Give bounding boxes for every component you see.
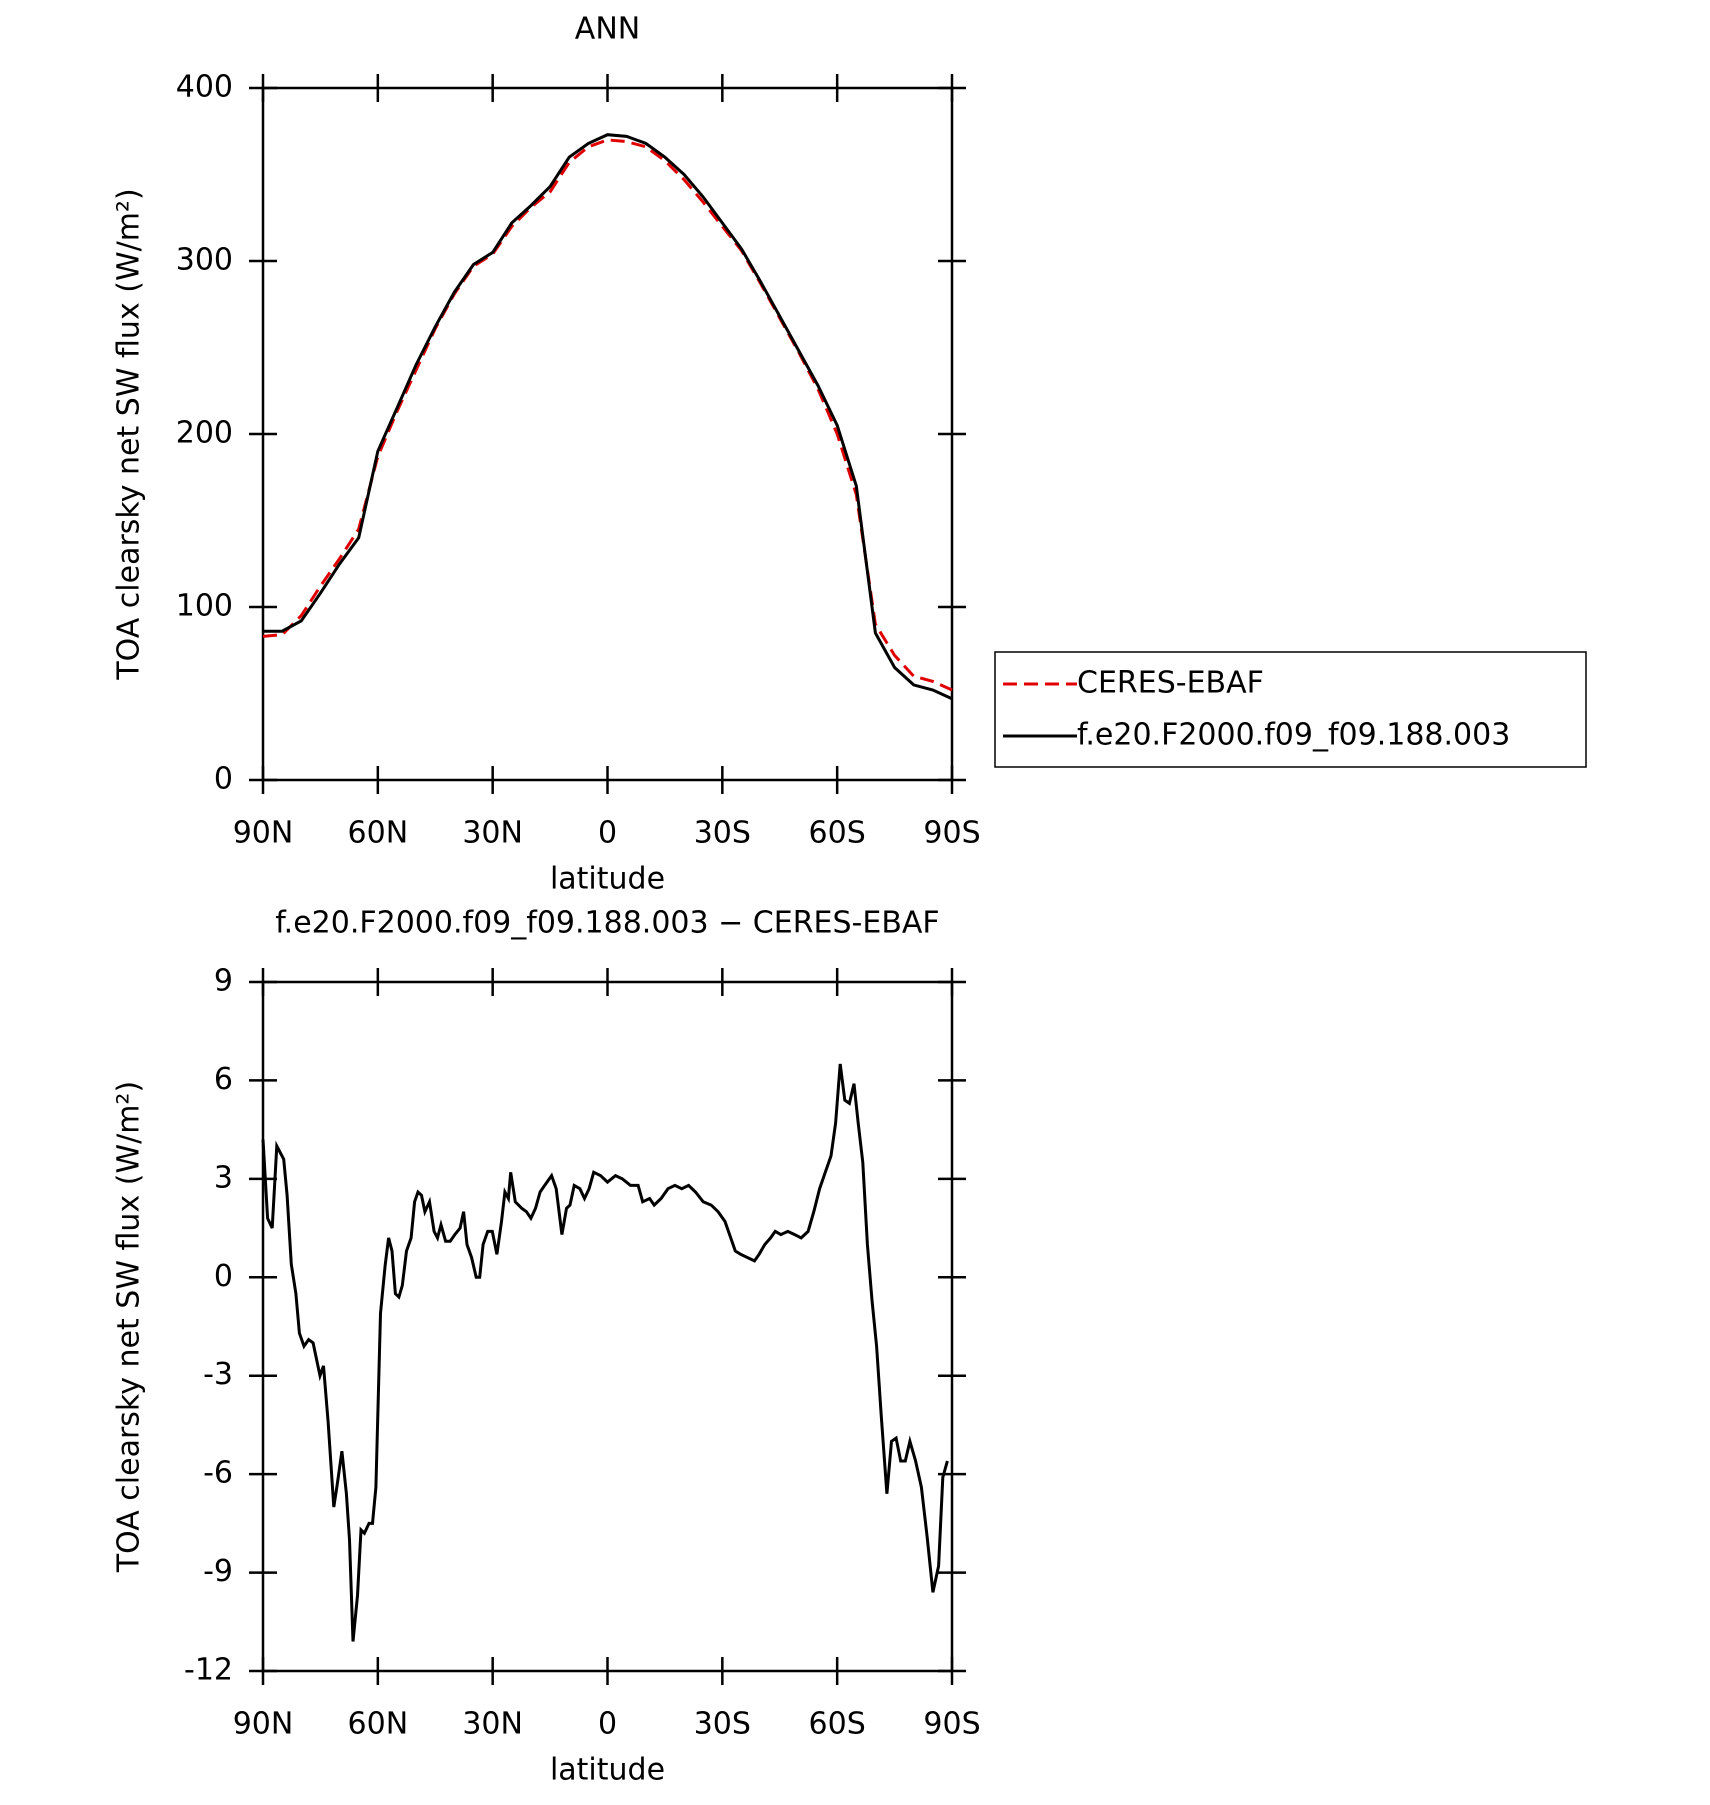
- plot-frame: [261, 980, 954, 1673]
- chart-title: f.e20.F2000.f09_f09.188.003 − CERES-EBAF: [275, 906, 939, 941]
- x-axis-label: latitude: [550, 1753, 665, 1788]
- y-tick-label: 9: [214, 964, 233, 999]
- y-tick-label: 300: [176, 243, 233, 278]
- y-axis-label: TOA clearsky net SW flux (W/m²): [112, 1081, 147, 1573]
- x-tick-label: 0: [598, 816, 617, 851]
- y-tick-label: 400: [176, 70, 233, 105]
- y-tick-label: -12: [184, 1653, 233, 1688]
- x-tick-label: 60S: [809, 1707, 866, 1742]
- x-tick-label: 0: [598, 1707, 617, 1742]
- x-tick-label: 30S: [694, 816, 751, 851]
- y-tick-label: -9: [203, 1554, 233, 1589]
- x-tick-label: 30N: [462, 1707, 523, 1742]
- x-tick-label: 60N: [348, 816, 409, 851]
- legend-label: CERES-EBAF: [1077, 666, 1264, 701]
- y-tick-label: 100: [176, 589, 233, 624]
- y-tick-label: -3: [203, 1357, 233, 1392]
- x-tick-label: 90S: [923, 816, 980, 851]
- data-line: [261, 1063, 949, 1642]
- x-tick-label: 60S: [809, 816, 866, 851]
- x-tick-label: 90N: [233, 816, 294, 851]
- y-tick-label: 6: [214, 1062, 233, 1097]
- y-tick-label: 0: [214, 762, 233, 797]
- x-tick-label: 30N: [462, 816, 523, 851]
- x-tick-label: 30S: [694, 1707, 751, 1742]
- data-line: [263, 133, 953, 701]
- chart-title: ANN: [575, 12, 640, 47]
- x-axis-label: latitude: [550, 862, 665, 897]
- y-axis-label: TOA clearsky net SW flux (W/m²): [112, 188, 147, 680]
- y-tick-label: -6: [203, 1456, 233, 1491]
- x-tick-label: 90N: [233, 1707, 294, 1742]
- legend-label: f.e20.F2000.f09_f09.188.003: [1077, 718, 1510, 753]
- y-tick-label: 200: [176, 416, 233, 451]
- y-tick-label: 3: [214, 1160, 233, 1195]
- plot-frame: [261, 86, 954, 782]
- legend-box: [994, 651, 1587, 768]
- x-tick-label: 60N: [348, 1707, 409, 1742]
- y-tick-label: 0: [214, 1259, 233, 1294]
- x-tick-label: 90S: [923, 1707, 980, 1742]
- data-line: [262, 138, 953, 692]
